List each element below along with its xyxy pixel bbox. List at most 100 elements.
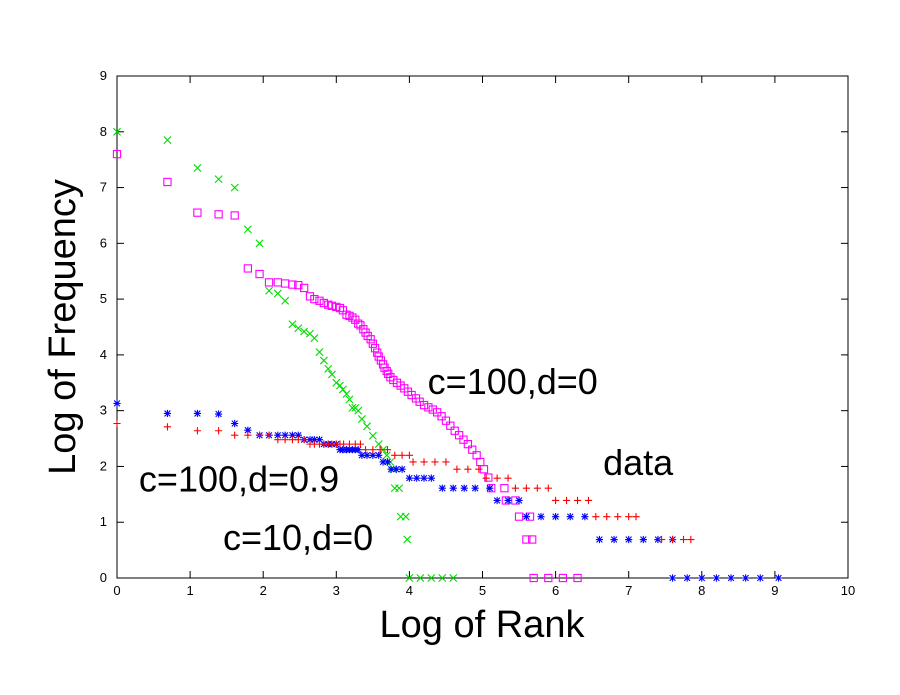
data-point [230,183,239,192]
data-point [193,164,202,173]
data-point [391,451,399,459]
data-point [392,465,400,473]
data-point [215,427,223,435]
data-point [420,474,428,482]
data-point [294,324,303,333]
data-point [427,474,435,482]
data-point [354,319,363,328]
data-point [395,484,404,493]
data-point [281,436,289,444]
data-point [319,356,328,365]
data-point [449,574,458,582]
data-point [366,335,375,344]
data-point [515,496,523,505]
data-point [231,419,239,428]
data-point [552,496,560,505]
data-point [387,465,395,473]
data-point [255,431,264,439]
data-point [215,410,223,418]
data-point [374,440,383,449]
data-point [342,389,351,398]
data-point [338,385,347,394]
data-point [727,574,735,582]
data-point [356,440,365,448]
data-point [511,484,519,492]
data-point [533,484,541,492]
data-point [428,405,437,414]
x-tick-label: 1 [186,583,193,598]
data-point [358,451,366,459]
data-point [369,446,377,454]
data-point [383,458,392,466]
data-point [454,431,464,440]
data-point [112,149,122,159]
data-point [522,535,531,544]
data-point [504,496,512,505]
data-point [361,446,370,454]
data-point [230,211,239,220]
data-point [424,403,433,412]
data-point [193,427,202,435]
y-tick-label: 1 [100,514,107,529]
data-point [354,446,362,454]
data-point [654,535,662,544]
data-point [348,403,357,412]
x-tick-label: 4 [406,583,413,598]
series-annotation: c=100,d=0.9 [139,459,339,500]
data-point [573,496,582,505]
data-point [370,344,380,353]
data-point [742,574,750,582]
data-point [401,512,410,521]
data-point [163,177,172,187]
data-point [409,458,417,466]
data-point [486,484,494,492]
data-point [327,370,336,379]
data-point [493,496,501,505]
data-point [639,535,647,544]
data-point [500,484,509,493]
series-2 [113,127,458,582]
data-point [243,225,252,234]
data-point [398,465,406,473]
data-point [441,416,451,425]
data-point [431,458,439,466]
data-point [281,296,290,305]
data-point [288,431,297,439]
data-point [300,327,309,336]
data-point [438,574,447,582]
data-point [468,445,477,454]
data-point [332,378,341,387]
data-point [595,535,604,544]
data-point [315,436,324,444]
series-annotation: c=10,d=0 [223,517,373,558]
y-tick-label: 8 [100,124,107,139]
data-point [243,264,252,273]
y-axis-title: Log of Frequency [42,179,84,475]
data-point [493,474,501,482]
data-point [558,573,568,583]
data-point [193,409,202,418]
data-point [405,451,413,459]
data-point [484,473,493,482]
data-point [113,127,121,136]
data-point [214,210,223,219]
data-point [376,446,384,454]
data-point [375,451,383,459]
data-point [460,484,468,492]
data-point [315,348,324,357]
data-point [419,400,429,410]
data-point [299,283,309,293]
data-point [446,421,455,430]
data-point [453,465,461,473]
x-tick-label: 0 [113,583,120,598]
y-tick-label: 7 [100,180,107,195]
data-point [265,286,274,295]
data-point [244,426,252,434]
chart-axes: 0 1 2 3 4 5 6 7 8 9 10 0 1 2 3 4 5 6 7 8 9 [100,68,855,598]
data-point [294,281,303,290]
data-point [305,292,315,301]
data-point [405,574,414,582]
data-point [383,446,392,454]
y-tick-label: 0 [100,570,107,585]
data-point [113,419,121,428]
